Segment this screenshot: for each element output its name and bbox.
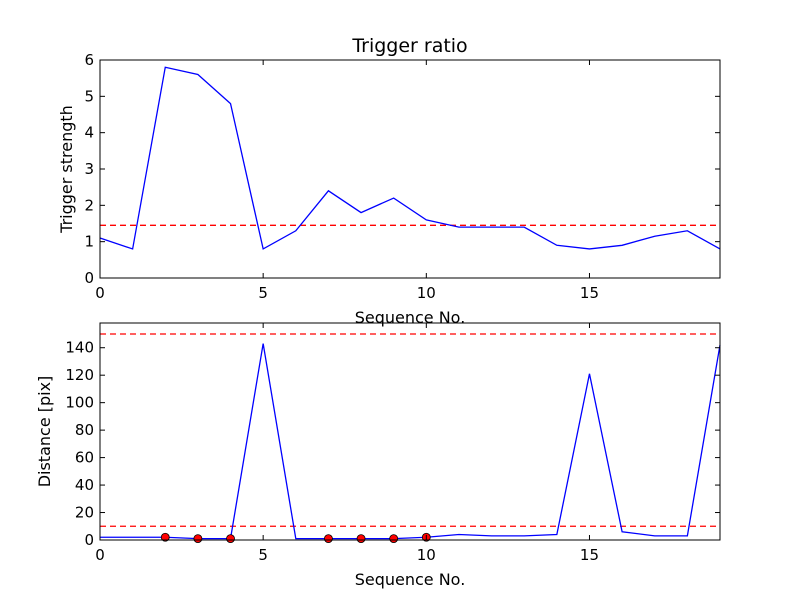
panel2-x-tick-label: 10: [417, 546, 436, 564]
panel2-series-line-1: [100, 343, 721, 540]
panel1-x-tick-label: 0: [95, 284, 105, 302]
panel2-marker-point: [193, 534, 203, 544]
panel2-marker-point: [226, 534, 235, 544]
panel1-y-axis-label: Trigger strength: [57, 105, 76, 234]
panel1-y-tick-label: 6: [84, 51, 94, 69]
panel1-plot-frame: [99, 59, 721, 279]
panel1-chart-title: Trigger ratio: [351, 35, 467, 57]
panel1-y-tick-label: 5: [84, 87, 94, 105]
panel1-x-tick-label: 5: [258, 284, 268, 302]
panel2-y-tick-label: 20: [75, 504, 94, 522]
panel2-y-tick-label: 120: [65, 366, 94, 384]
panel2-marker-point: [324, 534, 333, 544]
panel2-y-tick-label: 80: [75, 421, 94, 439]
panel2-y-tick-label: 0: [84, 531, 94, 549]
panel2-x-tick-label: 15: [580, 546, 599, 564]
panel2-y-tick-label: 60: [75, 449, 94, 467]
panel1-y-tick-label: 2: [84, 196, 94, 214]
panel1-series-line-1: [99, 66, 721, 250]
panel2-marker-point: [389, 534, 399, 544]
panel2-x-tick-label: 5: [258, 546, 268, 564]
panel1-y-tick-label: 1: [84, 233, 94, 251]
panel2-x-tick-label: 0: [95, 546, 105, 564]
panel2-y-tick-label: 100: [65, 394, 94, 412]
panel1-y-tick-label: 0: [84, 269, 94, 287]
panel2-x-axis-label: Sequence No.: [355, 570, 466, 589]
panel2-y-axis-label: Distance [pix]: [35, 376, 54, 488]
panel2-marker-point: [160, 532, 170, 542]
panel2-marker-point: [356, 534, 366, 544]
panel2-plot-frame: [99, 322, 721, 541]
panel1-y-tick-label: 3: [84, 160, 94, 178]
panel1-x-tick-label: 10: [417, 284, 436, 302]
panel2-y-tick-label: 140: [65, 339, 94, 357]
panel1-x-tick-label: 15: [580, 284, 599, 302]
panel2-y-tick-label: 40: [75, 476, 94, 494]
panel1-x-axis-label: Sequence No.: [355, 308, 466, 327]
panel1-y-tick-label: 4: [84, 124, 94, 142]
